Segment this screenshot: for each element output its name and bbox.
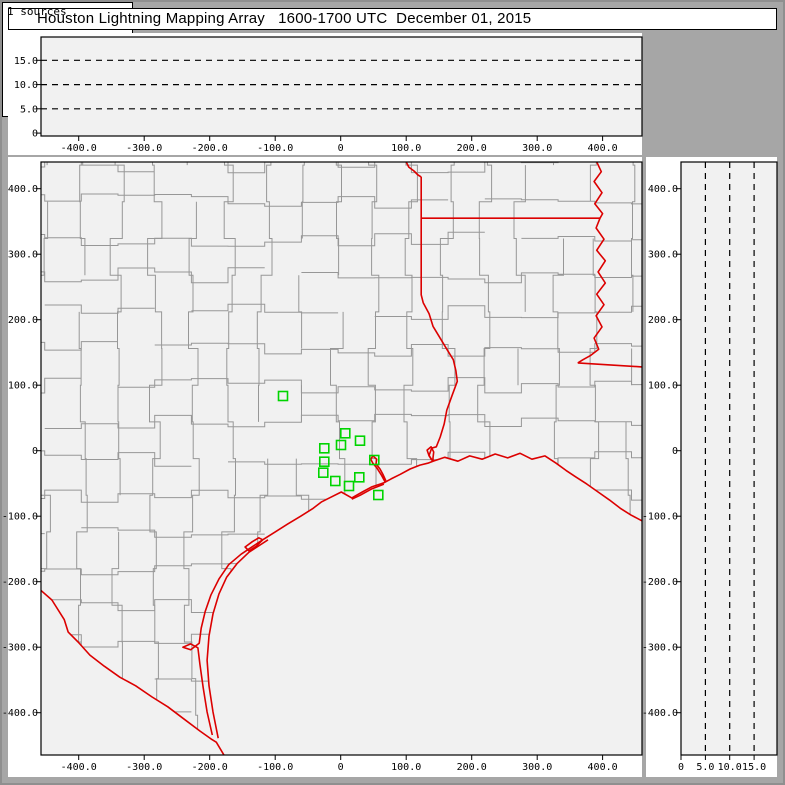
y-tick-label: 200.0 (8, 315, 38, 326)
altitude-ew-plot[interactable]: -400.0 -300.0 -200.0 -100.0 0 100.0 200.0 300.0… (8, 33, 643, 155)
boundary-gulf_coast (262, 452, 642, 541)
x-tick-label: 200.0 (457, 143, 487, 154)
lma-station-marker (343, 480, 355, 492)
lma-station-marker (354, 435, 366, 447)
x-tick-label: 100.0 (391, 143, 421, 154)
lma-station-marker (329, 475, 341, 487)
x-tick-label: -300.0 (126, 762, 162, 773)
x-tick-label: 400.0 (588, 762, 618, 773)
x-tick-label: 0 (678, 762, 684, 773)
x-tick-label: 0 (338, 762, 344, 773)
y-tick-label: 300.0 (8, 250, 38, 261)
x-tick-label: 10.0 (718, 762, 742, 773)
y-tick-label: 15.0 (14, 56, 38, 67)
x-tick-label: -100.0 (257, 143, 293, 154)
y-tick-label: 5.0 (20, 104, 38, 115)
lma-station-marker (353, 471, 365, 483)
y-tick-label: 0 (32, 446, 38, 457)
y-tick-label: -400.0 (642, 708, 678, 719)
lma-station-marker (318, 456, 330, 468)
lma-stations (277, 390, 384, 501)
altitude-ns-plot[interactable]: 0 5.0 10.0 15.0 400.0 300.0 200.0 100.0 0 -100.0 -… (642, 157, 778, 777)
plan-view-map-plot[interactable]: -400.0 -300.0 -200.0 -100.0 0 100.0 200.0 300.0… (2, 157, 643, 777)
y-tick-label: -300.0 (2, 643, 38, 654)
x-tick-label: -300.0 (126, 143, 162, 154)
boundary-corpus_christi_bay (244, 537, 264, 552)
lma-station-marker (277, 390, 289, 402)
x-tick-label: -400.0 (61, 762, 97, 773)
y-tick-label: -100.0 (642, 512, 678, 523)
x-tick-label: 300.0 (522, 762, 552, 773)
x-tick-label: 0 (338, 143, 344, 154)
altitude-ns-panel: 0 5.0 10.0 15.0 400.0 300.0 200.0 100.0 0 -100.0 -… (642, 157, 778, 777)
boundary-la_ms_border (577, 362, 642, 368)
boundary-padre_island (206, 539, 269, 739)
plan-view-map-panel: -400.0 -300.0 -200.0 -100.0 0 100.0 200.0 300.0… (2, 157, 643, 777)
ew-bg (41, 37, 642, 136)
ew-frame (40, 36, 643, 137)
x-tick-label: 100.0 (391, 762, 421, 773)
y-tick-label: 0 (672, 446, 678, 457)
y-tick-label: -400.0 (2, 708, 38, 719)
sources-count-label: 1 sources (7, 5, 67, 18)
boundary-tx_la_border (420, 176, 459, 462)
ns-frame (680, 161, 778, 756)
y-tick-label: 100.0 (648, 381, 678, 392)
y-tick-label: 400.0 (648, 184, 678, 195)
y-tick-label: 10.0 (14, 80, 38, 91)
lma-station-marker (339, 427, 351, 439)
mexico-region (41, 590, 224, 755)
boundary-west_bay (351, 483, 385, 500)
x-tick-label: -100.0 (257, 762, 293, 773)
y-tick-label: -200.0 (642, 577, 678, 588)
y-tick-label: 200.0 (648, 315, 678, 326)
gulf-of-mexico-water (207, 453, 642, 755)
x-tick-label: -200.0 (192, 762, 228, 773)
y-tick-label: 100.0 (8, 381, 38, 392)
x-tick-label: 400.0 (588, 143, 618, 154)
x-tick-label: 15.0 (742, 762, 766, 773)
x-tick-label: -400.0 (61, 143, 97, 154)
ns-bg (681, 162, 777, 755)
lma-station-marker (318, 442, 330, 454)
boundary-rio_grande (41, 589, 225, 755)
x-tick-label: 200.0 (457, 762, 487, 773)
figure-title: Houston Lightning Mapping Array 1600-170… (8, 8, 777, 30)
map-frame (40, 161, 643, 756)
y-tick-label: -100.0 (2, 512, 38, 523)
lma-station-marker (372, 489, 384, 501)
y-tick-label: 300.0 (648, 250, 678, 261)
y-tick-label: 0 (32, 129, 38, 140)
x-tick-label: 300.0 (522, 143, 552, 154)
y-tick-label: 400.0 (8, 184, 38, 195)
lma-station-marker (368, 454, 380, 466)
boundary-mississippi_river (577, 162, 607, 364)
y-tick-label: -200.0 (2, 577, 38, 588)
lma-station-marker (335, 439, 347, 451)
y-tick-label: -300.0 (642, 643, 678, 654)
x-tick-label: -200.0 (192, 143, 228, 154)
lma-station-marker (317, 467, 329, 479)
boundary-laguna_madre_shore (182, 539, 264, 736)
map-content (41, 162, 642, 755)
altitude-ew-panel: -400.0 -300.0 -200.0 -100.0 0 100.0 200.0 300.0… (8, 33, 643, 155)
boundary-red_river (405, 162, 422, 178)
x-tick-label: 5.0 (696, 762, 714, 773)
